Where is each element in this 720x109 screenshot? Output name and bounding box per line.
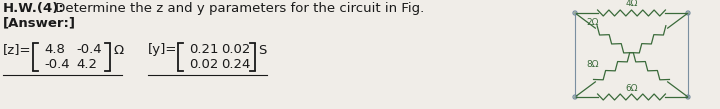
Text: 2Ω: 2Ω bbox=[587, 18, 599, 27]
Text: 4.2: 4.2 bbox=[76, 58, 97, 71]
Text: 4Ω: 4Ω bbox=[625, 0, 638, 8]
Text: 0.02: 0.02 bbox=[189, 58, 218, 71]
Text: 8Ω: 8Ω bbox=[587, 60, 599, 69]
Text: 6Ω: 6Ω bbox=[625, 84, 638, 93]
Text: 0.21: 0.21 bbox=[189, 43, 218, 56]
Text: H.W.(4):: H.W.(4): bbox=[3, 2, 65, 15]
Text: S: S bbox=[258, 43, 266, 56]
Text: 4.8: 4.8 bbox=[44, 43, 65, 56]
Text: [z]=: [z]= bbox=[3, 43, 32, 56]
Text: 0.02: 0.02 bbox=[221, 43, 251, 56]
Text: 0.24: 0.24 bbox=[221, 58, 251, 71]
Text: -0.4: -0.4 bbox=[76, 43, 102, 56]
Text: [Answer:]: [Answer:] bbox=[3, 16, 76, 29]
Text: Ω: Ω bbox=[113, 43, 123, 56]
Text: -0.4: -0.4 bbox=[44, 58, 70, 71]
Text: Determine the z and y parameters for the circuit in Fig.: Determine the z and y parameters for the… bbox=[51, 2, 424, 15]
Text: [y]=: [y]= bbox=[148, 43, 177, 56]
